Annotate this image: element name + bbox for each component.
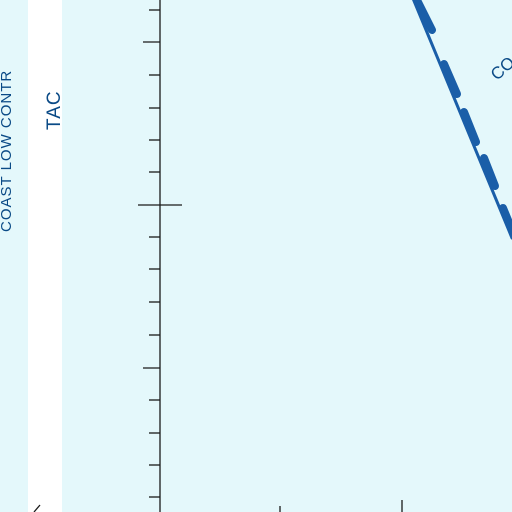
coast-low-control-label: COAST LOW CONTR	[0, 69, 15, 232]
control-area-boundary	[412, 0, 512, 240]
parallel-scale	[33, 500, 403, 512]
white-boundary-band	[28, 0, 62, 512]
tac-label: TAC	[44, 90, 65, 130]
meridian-scale	[138, 0, 182, 512]
